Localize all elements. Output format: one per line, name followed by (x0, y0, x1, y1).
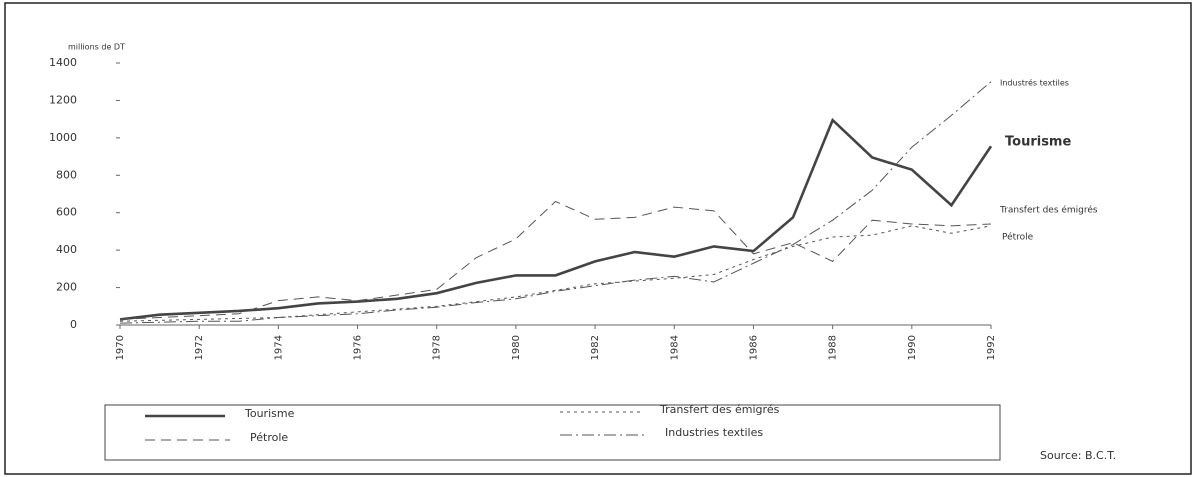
y-tick-label: 800 (56, 168, 77, 181)
x-tick-label: 1974 (273, 335, 284, 360)
y-tick-label: 1200 (49, 93, 77, 106)
x-tick-label: 1972 (194, 335, 205, 360)
y-tick-label: 200 (56, 281, 77, 294)
frame (4, 2, 1192, 475)
x-tick-label: 1992 (986, 335, 997, 360)
x-tick-label: 1976 (353, 335, 364, 360)
series-line (119, 200, 992, 320)
y-tick-label: 0 (70, 318, 77, 331)
x-tick-label: 1980 (511, 335, 522, 360)
y-tick-label: 600 (56, 206, 77, 219)
legend-label: Transfert des émigrés (659, 403, 780, 416)
y-axis-label: millions de DT (68, 43, 125, 52)
source: Source: B.C.T. (1040, 449, 1116, 462)
x-tick-label: 1978 (432, 335, 443, 360)
legend-box (104, 404, 1001, 461)
annotation: Pétrole (1002, 232, 1034, 243)
legend-label: Industries textiles (665, 426, 763, 439)
x-tick-label: 1982 (590, 335, 601, 360)
y-tick-label: 1400 (49, 56, 77, 69)
legend-label: Pétrole (250, 431, 288, 444)
series-line (119, 81, 992, 324)
annotation: Transfert des émigrés (999, 205, 1098, 216)
x-tick-label: 1988 (828, 335, 839, 360)
annotation: Industrés textiles (1000, 78, 1069, 88)
y-tick-label: 1000 (49, 131, 77, 144)
x-tick-label: 1984 (669, 335, 680, 360)
y-tick-label: 400 (56, 243, 77, 256)
legend-label: Tourisme (244, 407, 295, 420)
series-line (119, 117, 993, 321)
annotation: Tourisme (1005, 135, 1071, 150)
x-tick-label: 1970 (115, 335, 126, 360)
series-line (119, 225, 992, 322)
x-tick-label: 1986 (748, 335, 759, 360)
x-tick-label: 1990 (907, 335, 918, 360)
